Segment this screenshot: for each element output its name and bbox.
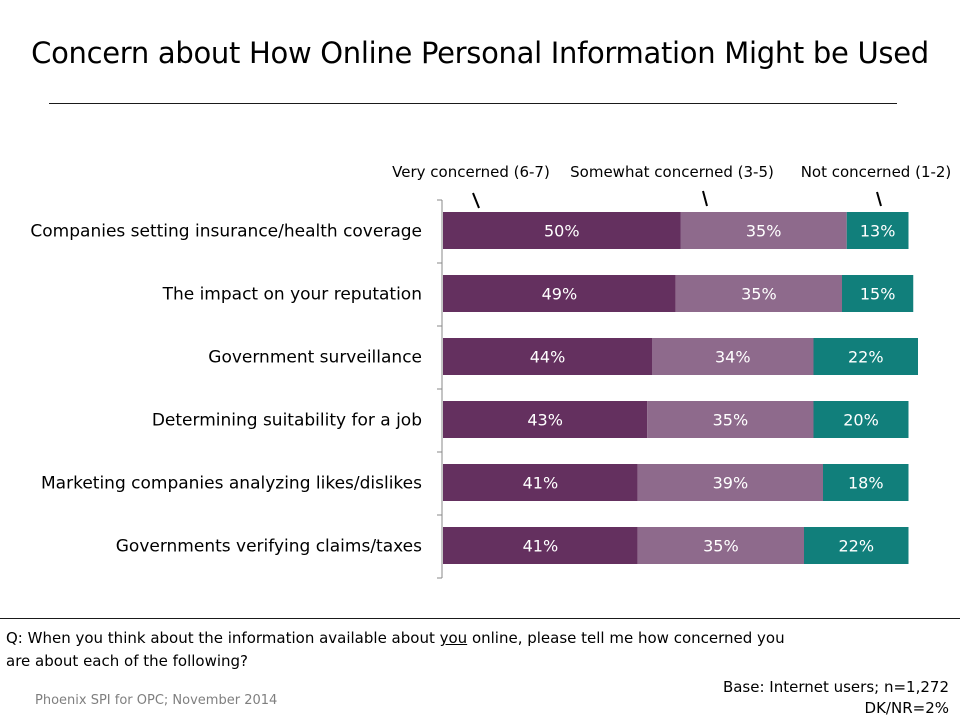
bar-segment-2 [680,212,847,249]
footer-divider [0,618,960,619]
data-label: 22% [848,348,884,367]
title-divider [49,103,897,104]
bar-segment-1 [443,212,681,249]
bar-segment-3 [823,464,909,501]
bar-segment-1 [443,464,638,501]
base-line-2: DK/NR=2% [864,699,949,717]
bar-segment-1 [443,338,652,375]
bar-segment-1 [443,401,648,438]
data-label: 35% [741,285,777,304]
data-label: 35% [746,222,782,241]
question-prefix: Q: When you think about the information … [6,629,440,647]
data-label: 41% [523,474,559,493]
category-label: Governments verifying claims/taxes [116,537,422,557]
category-label: Companies setting insurance/health cover… [30,222,422,242]
base-note: Base: Internet users; n=1,272 DK/NR=2% [723,677,949,719]
data-label: 41% [523,537,559,556]
source-note: Phoenix SPI for OPC; November 2014 [35,693,278,708]
legend-leader-line [876,191,882,207]
chart-title: Concern about How Online Personal Inform… [31,36,929,70]
bar-segment-2 [637,527,804,564]
data-label: 35% [713,411,749,430]
bar-segment-2 [647,401,814,438]
data-label: 22% [838,537,874,556]
bar-segment-2 [637,464,823,501]
data-label: 34% [715,348,751,367]
bar-segment-3 [813,401,909,438]
legend-label: Very concerned (6-7) [392,163,550,181]
bar-segment-3 [813,338,918,375]
bar-segment-3 [804,527,909,564]
data-label: 39% [713,474,749,493]
category-label: The impact on your reputation [162,285,422,305]
data-label: 18% [848,474,884,493]
data-label: 44% [530,348,566,367]
category-label: Government surveillance [208,348,422,368]
data-label: 49% [542,285,578,304]
data-label: 35% [703,537,739,556]
data-label: 43% [527,411,563,430]
bar-segment-1 [443,275,676,312]
data-label: 20% [843,411,879,430]
legend-leader-line [472,192,480,209]
bar-segment-3 [846,212,909,249]
data-label: 13% [860,222,896,241]
bar-segment-2 [652,338,814,375]
data-label: 15% [860,285,896,304]
stacked-bar-chart: Very concerned (6-7) Somewhat concerned (… [30,163,952,579]
survey-question: Q: When you think about the information … [6,627,806,673]
data-label: 50% [544,222,580,241]
legend-label: Somewhat concerned (3-5) [570,163,774,181]
legend-label: Not concerned (1-2) [801,163,952,181]
base-line-1: Base: Internet users; n=1,272 [722,678,949,696]
category-label: Determining suitability for a job [152,411,422,431]
question-emphasis: you [439,629,468,647]
category-label: Marketing companies analyzing likes/disl… [41,474,422,494]
question-suffix: online, please tell me how concerned you… [6,629,785,670]
legend-leader-line [702,190,708,207]
bar-segment-3 [842,275,914,312]
bar-segment-2 [675,275,842,312]
bar-segment-1 [443,527,638,564]
